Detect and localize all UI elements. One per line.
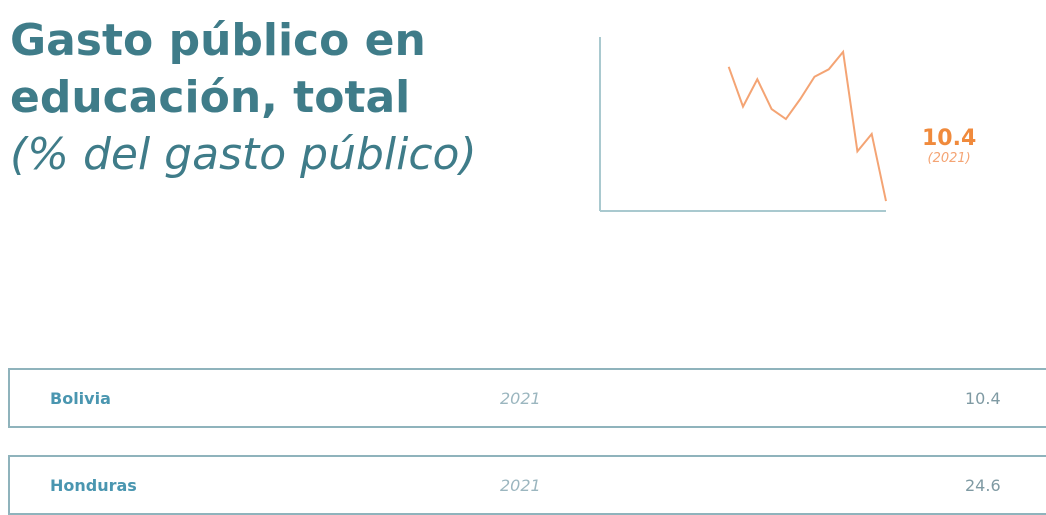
- country: Bolivia: [50, 389, 111, 408]
- year: 2021: [500, 476, 541, 495]
- table-row: Honduras 2021 24.6: [8, 455, 1046, 515]
- latest-number: 10.4: [922, 126, 977, 151]
- year: 2021: [500, 389, 541, 408]
- title: Gasto público en educación, total (% del …: [10, 12, 490, 183]
- title-text: Gasto público en educación, total: [10, 15, 426, 123]
- value: 24.6: [965, 476, 1001, 495]
- sparkline: [599, 37, 887, 212]
- table-row: Bolivia 2021 10.4: [8, 368, 1046, 428]
- subtitle: (% del gasto público): [10, 129, 477, 180]
- latest-value: 10.4 (2021): [922, 126, 976, 166]
- latest-year: (2021): [927, 151, 971, 166]
- value: 10.4: [965, 389, 1001, 408]
- series-line: [727, 49, 887, 202]
- country: Honduras: [50, 476, 137, 495]
